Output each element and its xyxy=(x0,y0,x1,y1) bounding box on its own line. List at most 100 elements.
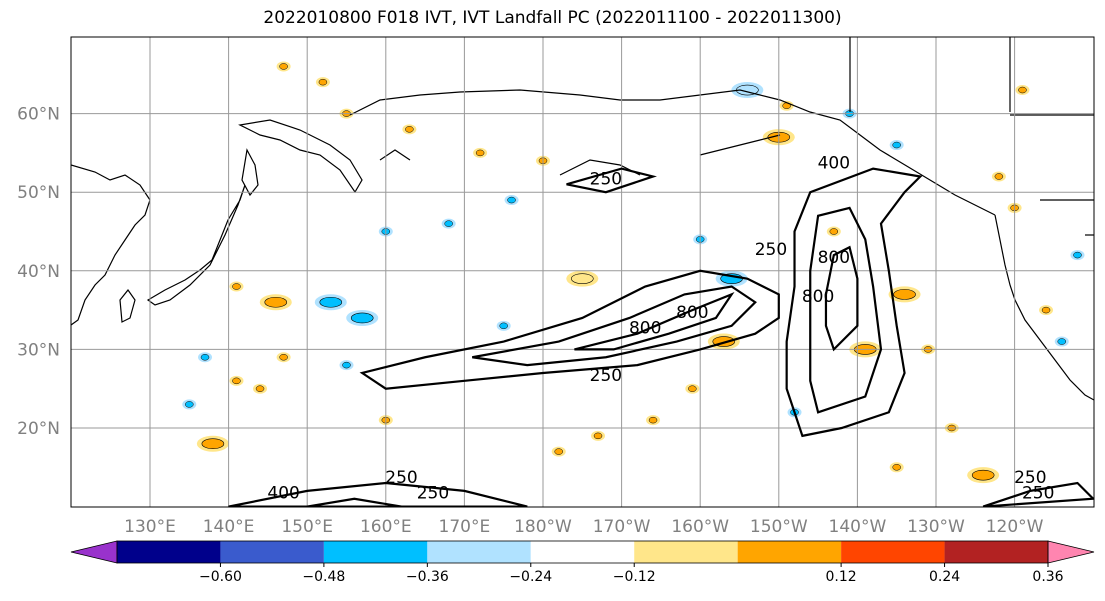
shaded-speckle-core xyxy=(185,401,194,408)
shaded-speckle-core xyxy=(1041,306,1051,314)
shaded-speckle-core xyxy=(507,196,516,204)
coastline xyxy=(241,148,259,197)
colorbar-segment xyxy=(530,541,635,563)
shaded-speckle-core xyxy=(342,361,351,369)
ivt-contour xyxy=(809,206,883,414)
ivt-contour-layer xyxy=(228,167,1094,507)
contour-label: 250 xyxy=(417,484,449,504)
longitude-label: 170°E xyxy=(439,517,491,537)
colorbar-segment xyxy=(737,541,842,563)
colorbar-segment xyxy=(634,541,738,563)
graticule xyxy=(71,37,1094,507)
contour-label: 250 xyxy=(590,366,622,386)
colorbar-tick-label: −0.24 xyxy=(509,569,552,585)
longitude-label: 150°E xyxy=(281,517,333,537)
shaded-speckle-core xyxy=(994,173,1004,180)
contour-label: 250 xyxy=(590,169,622,189)
shaded-speckle-core xyxy=(688,385,697,392)
contour-label: 250 xyxy=(1014,468,1046,488)
shaded-speckle-core xyxy=(405,126,414,133)
longitude-label: 160°E xyxy=(360,517,412,537)
colorbar-tick-label: 0.36 xyxy=(1032,569,1063,585)
latitude-label: 20°N xyxy=(17,419,60,439)
shaded-speckle-core xyxy=(593,432,603,440)
shaded-speckle-core xyxy=(499,322,508,330)
ivt-contour xyxy=(472,285,757,367)
colorbar-extend-low xyxy=(70,540,118,564)
colorbar: −0.60−0.48−0.36−0.24−0.120.120.240.360.4… xyxy=(70,540,1095,585)
contour-label: 400 xyxy=(267,484,299,504)
contour-label: 400 xyxy=(818,154,850,174)
shaded-speckle-core xyxy=(444,220,453,227)
coastline xyxy=(379,149,411,161)
ivt-contour xyxy=(307,497,402,507)
contour-label: 250 xyxy=(1022,484,1054,504)
shaded-speckle-core xyxy=(318,78,328,86)
colorbar-extend-high xyxy=(1047,540,1095,564)
shaded-speckle-core xyxy=(279,63,288,70)
contour-label: 800 xyxy=(818,248,850,268)
shaded-region xyxy=(319,296,343,308)
colorbar-tick-label: 0.12 xyxy=(826,569,857,585)
shaded-region xyxy=(971,469,995,481)
colorbar-tick-label: −0.60 xyxy=(199,569,242,585)
longitude-label: 140°W xyxy=(829,517,887,537)
latitude-labels: 20°N 30°N 40°N 50°N 60°N xyxy=(17,105,60,439)
longitude-label: 160°W xyxy=(671,517,729,537)
shaded-speckle-core xyxy=(232,283,241,290)
colorbar-tick-label: −0.12 xyxy=(613,569,656,585)
contour-label: 250 xyxy=(385,468,417,488)
chart-title: 2022010800 F018 IVT, IVT Landfall PC (20… xyxy=(263,8,842,28)
shaded-speckle-core xyxy=(1057,338,1067,345)
latitude-label: 30°N xyxy=(17,340,60,360)
shaded-speckle-core xyxy=(829,228,839,235)
longitude-labels: 130°E 140°E 150°E 160°E 170°E 180°W 170°W 160°W… xyxy=(124,517,1044,537)
coastline xyxy=(994,214,1094,401)
shaded-speckle-core xyxy=(892,464,901,471)
contour-label: 250 xyxy=(755,240,787,260)
colorbar-tick-label: −0.36 xyxy=(406,569,449,585)
shaded-speckle-core xyxy=(892,141,901,149)
shaded-speckle-core xyxy=(475,149,485,157)
shaded-speckle-core xyxy=(232,377,241,385)
longitude-label: 180°W xyxy=(514,517,572,537)
shaded-speckle-core xyxy=(255,385,265,392)
longitude-label: 150°W xyxy=(750,517,808,537)
colorbar-segment xyxy=(944,541,1048,563)
ivt-contour xyxy=(574,292,735,351)
colorbar-tick-label: −0.48 xyxy=(302,569,345,585)
coastline xyxy=(349,89,996,216)
shaded-region xyxy=(570,273,594,284)
coastline xyxy=(699,134,781,156)
shaded-speckle-core xyxy=(648,416,658,424)
longitude-label: 130°E xyxy=(124,517,176,537)
colorbar-segment xyxy=(220,541,324,563)
colorbar-segment xyxy=(117,541,221,563)
shaded-speckle-core xyxy=(554,448,563,455)
ivt-contour xyxy=(359,269,780,390)
shaded-region xyxy=(264,296,288,308)
ivt-contour xyxy=(566,167,657,194)
colorbar-segment xyxy=(427,541,531,563)
colorbar-tick-label: 0.24 xyxy=(929,569,960,585)
ivt-contour xyxy=(785,167,923,438)
shaded-speckle-core xyxy=(200,354,210,361)
latitude-label: 50°N xyxy=(17,183,60,203)
map-frame xyxy=(70,36,1095,508)
longitude-label: 170°W xyxy=(593,517,651,537)
ivt-contour xyxy=(824,245,859,352)
contour-label: 800 xyxy=(629,319,661,339)
shaded-speckle-core xyxy=(279,354,288,361)
colorbar-segment xyxy=(323,541,428,563)
longitude-label: 120°W xyxy=(986,517,1044,537)
colorbar-segment xyxy=(841,541,945,563)
longitude-label: 130°W xyxy=(907,517,965,537)
latitude-label: 60°N xyxy=(17,105,60,125)
colorbar-frame xyxy=(116,540,1049,564)
longitude-label: 140°E xyxy=(203,517,255,537)
coastline xyxy=(238,119,363,194)
shaded-region xyxy=(350,312,374,324)
shaded-speckle-core xyxy=(1018,86,1027,94)
